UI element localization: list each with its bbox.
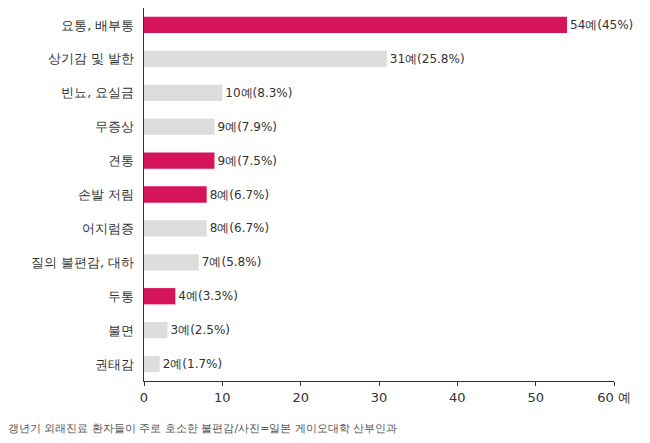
- svg-text:빈뇨, 요실금: 빈뇨, 요실금: [61, 85, 134, 100]
- svg-text:20: 20: [292, 390, 309, 405]
- svg-text:질의 불편감, 대하: 질의 불편감, 대하: [31, 255, 134, 270]
- svg-text:상기감 및 발한: 상기감 및 발한: [48, 51, 134, 66]
- svg-text:40: 40: [449, 390, 466, 405]
- svg-text:견통: 견통: [108, 153, 134, 168]
- svg-text:7예(5.8%): 7예(5.8%): [202, 255, 261, 269]
- svg-text:54예(45%): 54예(45%): [570, 18, 633, 32]
- svg-text:9예(7.9%): 9예(7.9%): [218, 120, 277, 134]
- svg-text:31예(25.8%): 31예(25.8%): [390, 52, 465, 66]
- svg-text:2예(1.7%): 2예(1.7%): [163, 357, 222, 371]
- svg-text:3예(2.5%): 3예(2.5%): [171, 323, 230, 337]
- svg-text:손발 저림: 손발 저림: [78, 187, 134, 202]
- svg-text:무증상: 무증상: [95, 119, 134, 134]
- svg-text:권태감: 권태감: [95, 357, 134, 372]
- svg-text:갱년기 외래진료 환자들이 주로 호소한 불편감/사진=일본: 갱년기 외래진료 환자들이 주로 호소한 불편감/사진=일본 게이오대학 산부인…: [8, 422, 397, 435]
- svg-text:어지럼증: 어지럼증: [82, 221, 134, 236]
- svg-text:60 예: 60 예: [597, 390, 631, 405]
- svg-text:8예(6.7%): 8예(6.7%): [210, 188, 269, 202]
- svg-text:50: 50: [527, 390, 544, 405]
- svg-text:두통: 두통: [108, 289, 134, 304]
- svg-text:30: 30: [371, 390, 388, 405]
- svg-text:9예(7.5%): 9예(7.5%): [218, 154, 277, 168]
- svg-text:요통, 배부통: 요통, 배부통: [61, 18, 134, 33]
- svg-text:4예(3.3%): 4예(3.3%): [178, 289, 237, 303]
- svg-text:8예(6.7%): 8예(6.7%): [210, 221, 269, 235]
- svg-text:불면: 불면: [108, 323, 134, 338]
- svg-text:0: 0: [140, 390, 148, 405]
- svg-text:10예(8.3%): 10예(8.3%): [225, 86, 292, 100]
- svg-text:10: 10: [214, 390, 231, 405]
